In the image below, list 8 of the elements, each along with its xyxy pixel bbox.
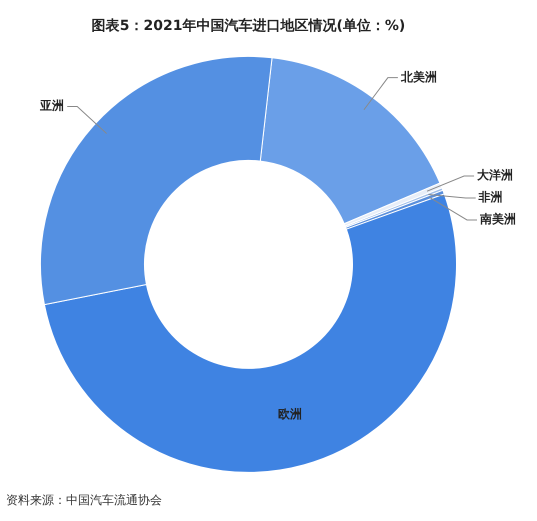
slice-label: 南美洲 (479, 212, 516, 226)
slice-label: 北美洲 (400, 70, 437, 84)
slice-label: 大洋洲 (477, 168, 514, 182)
slice-label: 欧洲 (278, 406, 302, 421)
slice-label: 非洲 (478, 190, 503, 204)
text: 资料来源：中国汽车流通协会 (6, 492, 162, 509)
chart-title: 图表5：2021年中国汽车进口地区情况(单位：%) (92, 17, 406, 34)
slice-label: 亚洲 (39, 98, 64, 113)
